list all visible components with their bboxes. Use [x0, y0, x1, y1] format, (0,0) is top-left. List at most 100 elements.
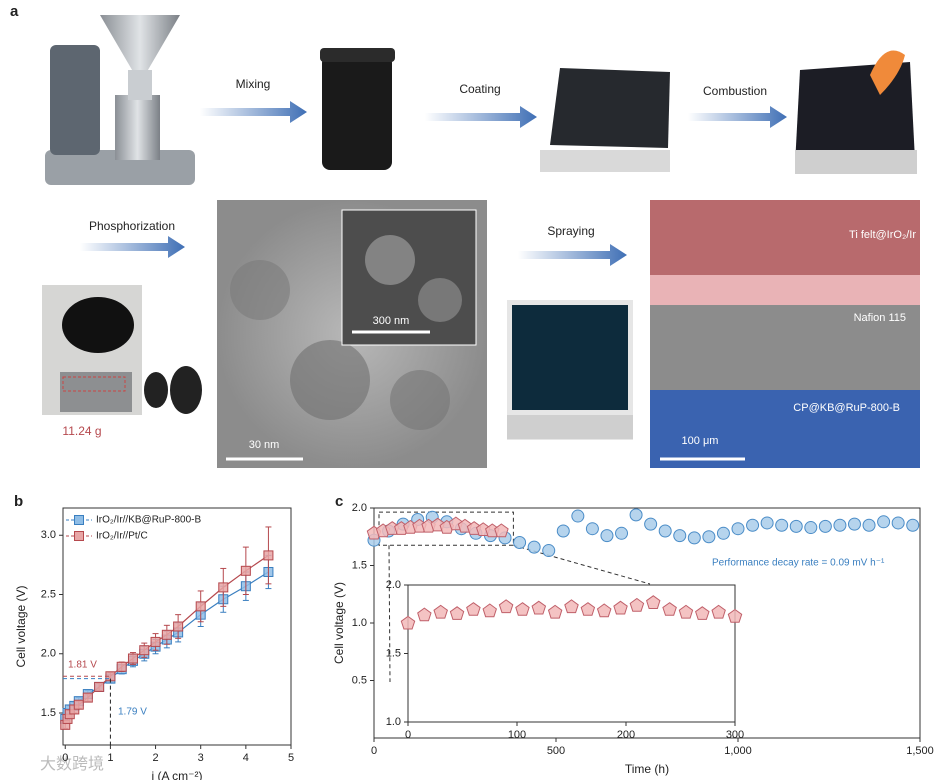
marker [513, 536, 527, 549]
layer-label: Nafion 115 [854, 312, 906, 324]
marker [73, 699, 84, 710]
layer-label: CP@KB@RuP-800-B [793, 402, 900, 414]
marker [580, 602, 596, 616]
marker [658, 524, 672, 538]
x-axis-label: Time (h) [625, 762, 669, 776]
marker [789, 519, 803, 533]
x-tick-label: 200 [617, 729, 635, 741]
y-tick-label: 2.0 [386, 579, 401, 591]
marker [482, 603, 497, 618]
marker [746, 518, 760, 532]
marker [600, 529, 614, 543]
marker [711, 604, 726, 619]
step-label: Combustion [703, 84, 767, 98]
marker [173, 621, 184, 632]
y-tick-label: 2.5 [41, 588, 56, 600]
y-tick-label: 3.0 [41, 529, 56, 541]
marker [644, 517, 658, 531]
marker [547, 604, 563, 619]
marker [695, 606, 710, 620]
marker [433, 604, 448, 619]
x-tick-label: 500 [547, 745, 565, 757]
marker [585, 522, 599, 536]
x-tick-label: 1,000 [724, 745, 752, 757]
y-tick-label: 1.0 [386, 716, 401, 728]
y-tick-label: 1.5 [41, 707, 56, 719]
marker [116, 661, 127, 672]
y-axis-label: Cell voltage (V) [332, 582, 346, 664]
x-tick-label: 1,500 [906, 745, 934, 757]
marker [702, 530, 716, 544]
plot-frame [62, 507, 292, 746]
arrows [80, 101, 787, 266]
step-label: Mixing [236, 77, 271, 91]
marker [263, 550, 274, 561]
marker [596, 603, 612, 618]
marker [240, 565, 251, 576]
marker [400, 615, 416, 630]
marker [556, 524, 570, 538]
tem-image [217, 200, 487, 468]
x-tick-label: 2 [152, 752, 158, 764]
marker [564, 599, 579, 614]
marker [139, 645, 150, 656]
step-label: Coating [459, 82, 500, 96]
x-tick-label: 0 [405, 729, 411, 741]
marker [531, 600, 547, 615]
step-label: Phosphorization [89, 219, 175, 233]
marker [833, 518, 847, 532]
marker [218, 582, 229, 593]
marker [498, 599, 514, 614]
y-tick-label: 2.0 [41, 648, 56, 660]
x-tick-label: 3 [198, 752, 204, 764]
marker [731, 522, 745, 536]
marker [161, 629, 172, 640]
marker [906, 518, 920, 532]
marker [716, 526, 730, 540]
marker [629, 597, 645, 612]
scale-bar-label: 30 nm [249, 439, 280, 451]
y-tick-label: 1.0 [352, 617, 367, 629]
panel-label: b [14, 493, 23, 510]
marker [847, 517, 861, 531]
marker [74, 531, 84, 541]
y-axis-label: Cell voltage (V) [14, 585, 28, 667]
marker [678, 604, 694, 619]
sem-cross-section [650, 200, 920, 468]
x-tick-label: 0 [62, 752, 68, 764]
x-tick-label: 4 [243, 752, 249, 764]
marker [615, 526, 629, 540]
x-axis-label: j (A cm⁻²) [151, 769, 203, 780]
legend-label: IrO₂/Ir//Pt/C [96, 531, 148, 542]
marker [417, 607, 432, 622]
marker [542, 544, 556, 558]
marker [818, 519, 832, 533]
marker [571, 509, 585, 523]
marker [673, 529, 687, 543]
layer-label: Ti felt@IrO₂/Ir [849, 229, 916, 241]
marker [613, 600, 628, 615]
x-tick-label: 100 [508, 729, 526, 741]
marker [94, 681, 105, 692]
annotation: Performance decay rate = 0.09 mV h⁻¹ [712, 558, 885, 569]
legend-label: IrO₂/Ir//KB@RuP-800-B [96, 515, 202, 526]
beaker-photo [320, 48, 395, 170]
marker [127, 653, 138, 664]
annotation: 1.79 V [118, 707, 147, 718]
combustion-photo [795, 50, 917, 174]
marker [862, 518, 876, 532]
x-tick-label: 0 [371, 745, 377, 757]
marker [494, 523, 509, 538]
y-tick-label: 0.5 [352, 674, 367, 686]
sprayed-sheet-photo [507, 300, 633, 440]
coated-sheet-photo [540, 68, 670, 172]
powder-photo [42, 285, 202, 415]
y-tick-label: 1.5 [386, 647, 401, 659]
x-tick-label: 300 [726, 729, 744, 741]
grinder-photo [45, 15, 195, 185]
panel-label: c [335, 493, 343, 510]
marker [449, 606, 465, 620]
mass-label: 11.24 g [62, 424, 101, 438]
marker [150, 636, 161, 647]
